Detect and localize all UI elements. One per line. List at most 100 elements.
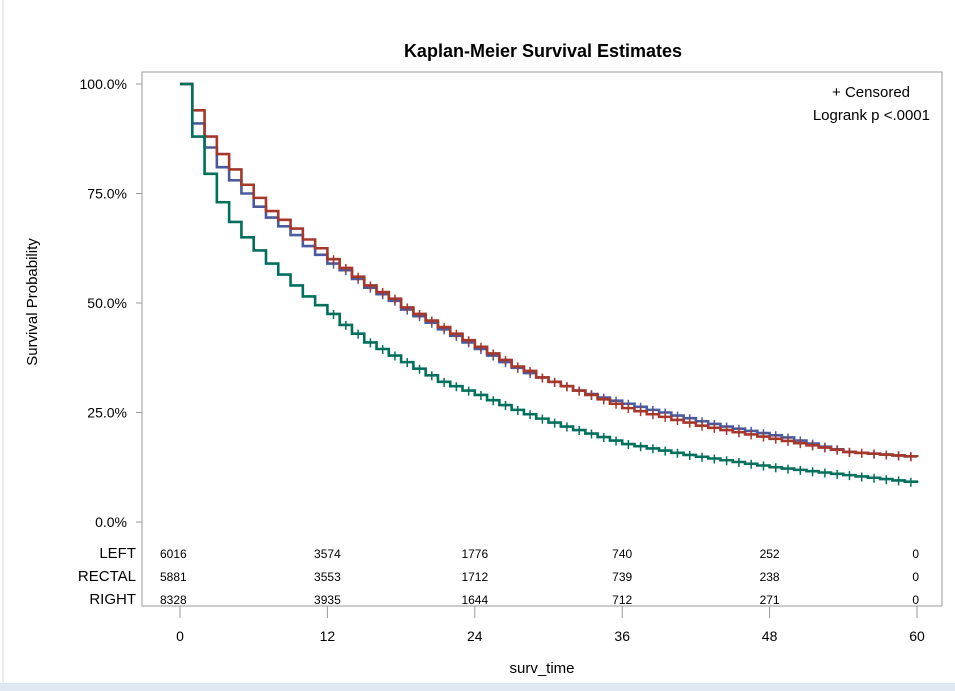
censor-mark [845,447,854,457]
censor-mark [636,442,645,452]
censor-mark [710,454,719,464]
y-tick-label: 75.0% [87,186,127,202]
plot-frame [141,71,943,607]
censor-mark [489,396,498,406]
censor-mark [673,448,682,458]
censor-mark [390,351,399,361]
censor-mark [526,366,535,376]
censor-mark [378,288,387,298]
censor-mark [796,465,805,475]
x-tick-label: 36 [614,628,630,644]
censor-mark [906,477,915,487]
censor-mark [833,469,842,479]
censor-mark [599,395,608,405]
censor-mark [526,410,535,420]
at-risk-count: 1712 [461,570,488,584]
censor-mark [820,443,829,453]
censor-mark [587,390,596,400]
censor-mark [452,329,461,339]
y-tick-label: 0.0% [95,514,127,530]
censor-mark [403,358,412,368]
at-risk-count: 740 [612,547,632,561]
censor-mark [538,373,547,383]
at-risk-count: 271 [760,593,780,607]
survival-curve [180,82,919,458]
censor-mark [440,377,449,387]
censor-mark [771,463,780,473]
censor-mark [698,452,707,462]
x-tick-label: 12 [320,628,336,644]
survival-curve [180,82,919,484]
series-right [180,82,919,487]
censor-mark [550,377,559,387]
censor-mark [366,281,375,291]
censor-mark [722,456,731,466]
censor-mark [341,320,350,330]
censor-mark [575,386,584,396]
censored-legend: + Censored [832,84,910,101]
logrank-annotation: Logrank p <.0001 [813,107,930,124]
censor-mark [550,418,559,428]
censor-mark [513,362,522,372]
x-tick-label: 0 [176,628,184,644]
at-risk-count: 1776 [461,547,488,561]
censor-mark [808,467,817,477]
censor-mark [685,418,694,428]
censor-mark [476,342,485,352]
censor-mark [784,464,793,474]
censor-mark [501,355,510,365]
censor-mark [415,309,424,319]
censor-mark [538,414,547,424]
censor-mark [366,338,375,348]
series-rectal [180,82,919,462]
censor-mark [427,316,436,326]
at-risk-count: 3935 [314,593,341,607]
censor-mark [329,255,338,265]
censor-mark [390,294,399,304]
at-risk-row-label: LEFT [99,545,136,562]
censor-mark [784,436,793,446]
censor-mark [808,441,817,451]
censor-mark [673,415,682,425]
at-risk-count: 5881 [160,570,187,584]
censor-mark [612,436,621,446]
censor-mark [894,476,903,486]
censor-mark [661,412,670,422]
censor-mark [734,428,743,438]
censor-mark [771,434,780,444]
censor-mark [415,364,424,374]
censor-mark [378,344,387,354]
y-tick-label: 50.0% [87,295,127,311]
censor-mark [513,405,522,415]
censor-mark [870,473,879,483]
censor-mark [845,471,854,481]
y-axis-label: Survival Probability [24,238,41,366]
censor-mark [857,448,866,458]
censor-mark [747,430,756,440]
censor-mark [452,382,461,392]
censor-mark [857,472,866,482]
censor-mark [759,432,768,442]
censor-mark [329,309,338,319]
at-risk-count: 238 [760,570,780,584]
censor-mark [710,423,719,433]
censor-mark [894,451,903,461]
censor-mark [501,401,510,411]
censor-mark [882,450,891,460]
censor-mark [354,272,363,282]
at-risk-count: 3574 [314,547,341,561]
at-risk-row-label: RECTAL [78,568,136,585]
censor-mark [747,459,756,469]
x-tick-label: 48 [762,628,778,644]
censor-mark [685,450,694,460]
censor-mark [476,390,485,400]
y-tick-label: 100.0% [80,76,127,92]
censor-mark [698,421,707,431]
censor-mark [612,399,621,409]
censor-mark [624,440,633,450]
censor-mark [562,422,571,432]
x-tick-label: 60 [909,628,925,644]
at-risk-count: 739 [612,570,632,584]
x-axis-label: surv_time [509,660,574,677]
